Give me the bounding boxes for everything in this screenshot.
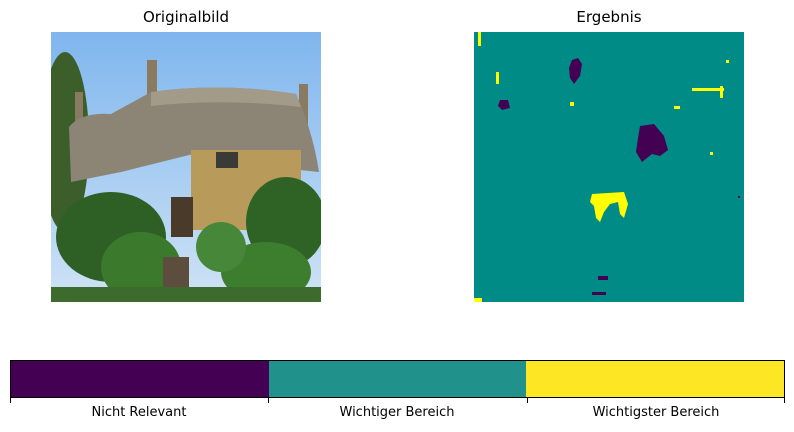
original-image [51,32,321,302]
colorbar-tick [784,398,785,403]
high-region [720,86,723,98]
chimney [147,60,157,100]
colorbar-segment-important [268,361,527,397]
colorbar-segment-not-relevant [11,361,269,397]
chimney [299,84,308,134]
segmentation-map [474,32,744,302]
low-region [636,124,668,162]
door [171,197,193,237]
high-region [496,72,499,84]
low-region [498,100,510,110]
low-region [569,58,582,84]
colorbar [10,360,785,398]
low-region [738,196,740,198]
result-map [474,32,744,302]
colorbar-tick [10,398,11,403]
original-image-title: Originalbild [142,8,230,26]
low-region [592,292,606,295]
high-region [478,32,481,46]
high-region [726,60,729,63]
high-region [674,106,680,109]
result-title: Ergebnis [576,8,642,26]
high-region [590,192,628,222]
colorbar-tick [527,398,528,403]
colorbar-tick [268,398,269,403]
high-region [474,298,482,302]
high-region [710,152,713,155]
colorbar-label-most-important: Wichtigster Bereich [592,405,720,420]
hedge [196,222,246,272]
high-region [692,88,724,91]
roof-highlight [151,87,301,107]
mid-region [474,32,744,302]
colorbar-segment-most-important [526,361,785,397]
cottage-photo [51,32,321,302]
colorbar-label-not-relevant: Nicht Relevant [91,405,187,420]
ground [51,287,321,302]
chimney [75,92,83,122]
colorbar-label-important: Wichtiger Bereich [339,405,455,420]
hedge [101,232,181,302]
high-region [570,102,574,106]
window [216,152,238,168]
low-region [598,276,608,280]
